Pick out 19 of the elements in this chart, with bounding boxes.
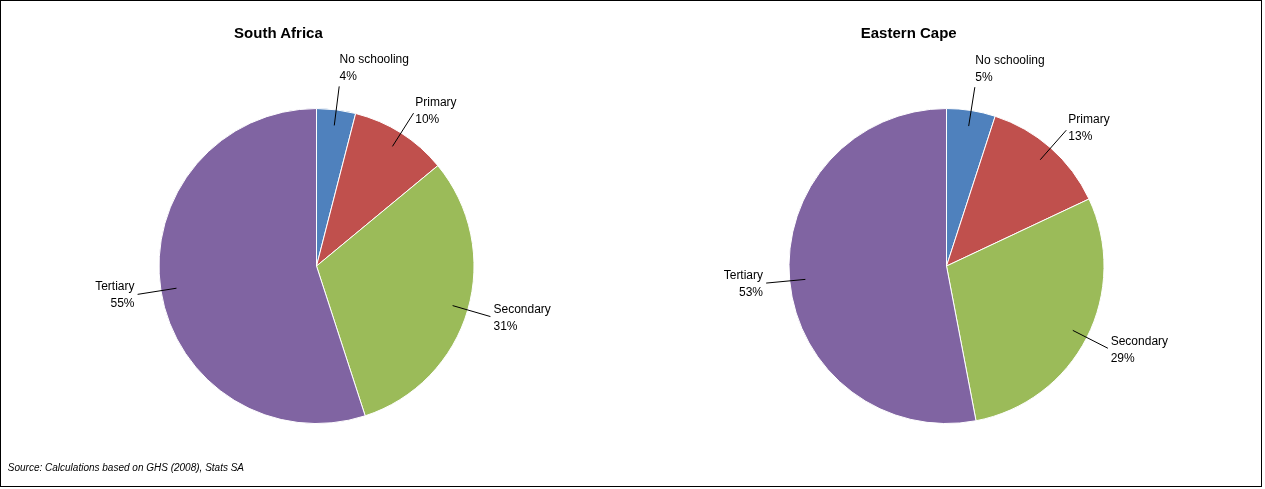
- chart-title: Eastern Cape: [860, 24, 957, 42]
- slice-label: Primary: [415, 95, 457, 110]
- slice-label: Primary: [1068, 112, 1110, 127]
- source-note: Source: Calculations based on GHS (2008), Stats SA: [7, 462, 245, 474]
- slice-label: No schooling: [339, 52, 409, 67]
- slice-label: Tertiary: [95, 279, 135, 294]
- data-label: 53%: [739, 284, 764, 299]
- data-label: 31%: [493, 318, 518, 333]
- data-label: 10%: [415, 111, 440, 126]
- data-label: 55%: [110, 296, 135, 311]
- data-label: 4%: [339, 69, 358, 84]
- chart-title: South Africa: [234, 24, 324, 42]
- slice-label: Secondary: [1110, 334, 1169, 349]
- slice-label: Tertiary: [723, 267, 764, 282]
- data-label: 5%: [975, 70, 993, 85]
- data-label: 29%: [1110, 351, 1136, 366]
- slice-label: Secondary: [493, 302, 551, 317]
- slice-label: No schooling: [975, 53, 1045, 68]
- data-label: 13%: [1068, 129, 1093, 144]
